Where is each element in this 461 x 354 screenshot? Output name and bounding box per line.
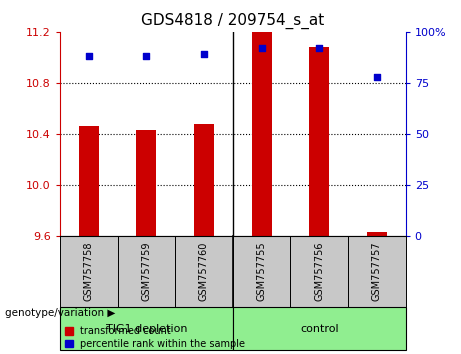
Point — [200, 51, 207, 57]
Bar — [118, 236, 175, 307]
Text: GSM757759: GSM757759 — [142, 241, 151, 301]
Text: GSM757755: GSM757755 — [257, 241, 266, 301]
Point — [142, 53, 150, 59]
Point — [85, 53, 92, 59]
Title: GDS4818 / 209754_s_at: GDS4818 / 209754_s_at — [141, 13, 325, 29]
Text: TIG1 depletion: TIG1 depletion — [106, 324, 187, 334]
Bar — [233, 307, 406, 350]
Bar — [252, 32, 272, 236]
Bar — [194, 124, 214, 236]
Bar — [136, 130, 156, 236]
Point — [258, 45, 266, 51]
Legend: transformed count, percentile rank within the sample: transformed count, percentile rank withi… — [65, 326, 245, 349]
Point — [315, 45, 323, 51]
Bar — [309, 47, 329, 236]
Text: GSM757758: GSM757758 — [84, 241, 94, 301]
Point — [373, 74, 381, 80]
Bar — [233, 236, 290, 307]
Bar — [175, 236, 233, 307]
Bar — [367, 232, 387, 236]
Bar — [60, 307, 233, 350]
Bar — [60, 236, 118, 307]
Bar — [79, 126, 99, 236]
Bar — [348, 236, 406, 307]
Text: control: control — [300, 324, 338, 334]
Text: genotype/variation ▶: genotype/variation ▶ — [5, 308, 115, 318]
Text: GSM757760: GSM757760 — [199, 242, 209, 301]
Text: GSM757757: GSM757757 — [372, 241, 382, 301]
Text: GSM757756: GSM757756 — [314, 241, 324, 301]
Bar — [290, 236, 348, 307]
